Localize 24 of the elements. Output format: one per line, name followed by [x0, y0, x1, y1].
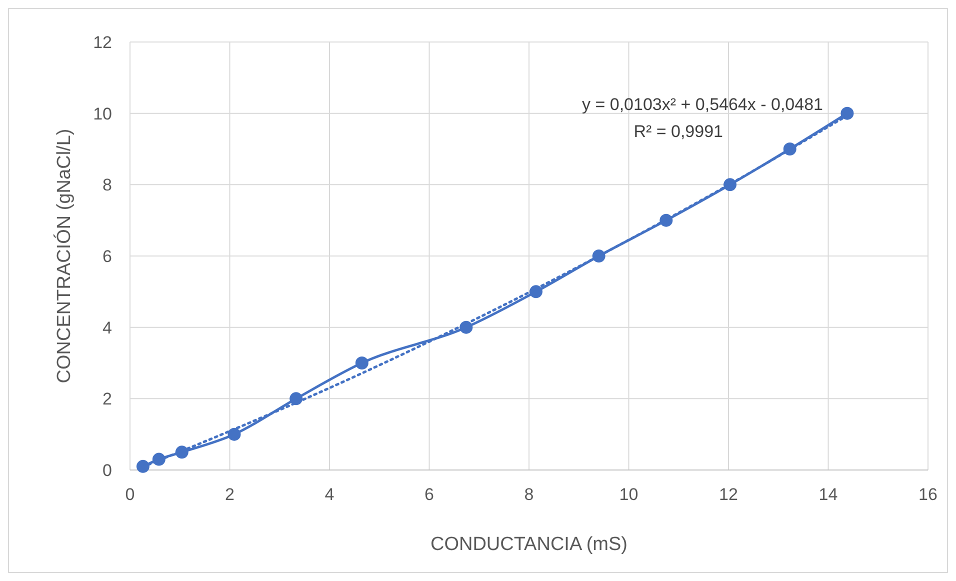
- x-tick-label: 4: [324, 485, 334, 504]
- y-axis-title: CONCENTRACIÓN (gNaCl/L): [53, 128, 75, 384]
- x-axis-title: CONDUCTANCIA (mS): [430, 534, 628, 555]
- y-tick-label: 2: [102, 390, 112, 409]
- x-tick-label: 12: [719, 485, 738, 504]
- x-tick-label: 16: [918, 485, 938, 504]
- annotation: R² = 0,9991: [634, 122, 723, 141]
- y-tick-label: 6: [102, 247, 112, 266]
- x-tick-label: 14: [818, 485, 838, 504]
- x-tick-label: 6: [424, 485, 434, 504]
- y-tick-label: 10: [93, 104, 112, 124]
- y-tick-label: 12: [93, 33, 112, 52]
- point: [228, 428, 241, 441]
- y-tick-label: 4: [102, 318, 112, 338]
- annotation: y = 0,0103x² + 0,5464x - 0,0481: [582, 95, 823, 114]
- point: [355, 356, 368, 370]
- x-tick-label: 8: [524, 485, 534, 504]
- point: [840, 106, 854, 120]
- x-tick-label: 10: [619, 485, 638, 504]
- x-tick-label: 0: [125, 485, 135, 504]
- y-tick-label: 8: [102, 176, 112, 195]
- y-tick-label: 0: [102, 461, 112, 480]
- x-tick-label: 2: [225, 485, 234, 504]
- point: [136, 460, 150, 473]
